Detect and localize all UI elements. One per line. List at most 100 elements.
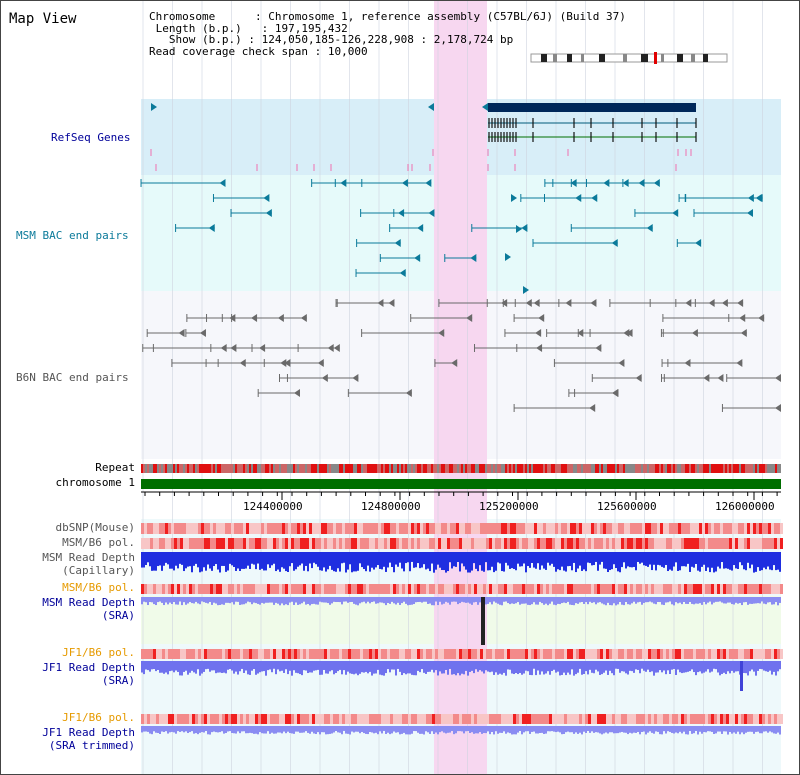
read-depth-bar xyxy=(349,552,351,565)
read-depth-bar xyxy=(291,726,293,734)
read-depth-bar xyxy=(319,597,321,602)
heat-cell xyxy=(684,714,687,724)
read-depth-bar xyxy=(337,661,339,672)
read-depth-bar xyxy=(239,552,241,571)
heat-cell xyxy=(663,584,666,594)
read-depth-bar xyxy=(623,726,625,733)
jf1-depth-sra-label[interactable]: JF1 Read Depth xyxy=(42,661,135,674)
read-depth-bar xyxy=(433,552,435,573)
read-depth-bar xyxy=(339,597,341,603)
heat-cell xyxy=(150,714,153,724)
read-depth-bar xyxy=(565,552,567,572)
heat-cell xyxy=(174,714,177,724)
msm-bac-label[interactable]: MSM BAC end pairs xyxy=(16,229,129,242)
heat-cell xyxy=(342,538,345,549)
read-depth-bar xyxy=(565,726,567,733)
heat-cell xyxy=(531,523,534,534)
read-depth-bar xyxy=(419,597,421,602)
read-depth-bar xyxy=(313,552,315,563)
repeat-block xyxy=(503,464,505,473)
repeat-block xyxy=(325,464,327,473)
read-depth-bar xyxy=(493,552,495,573)
heat-cell xyxy=(576,523,579,534)
read-depth-bar xyxy=(223,726,225,734)
heat-cell xyxy=(330,538,333,549)
read-depth-bar xyxy=(417,597,419,603)
read-depth-bar xyxy=(653,726,655,734)
heat-cell xyxy=(471,538,474,549)
heat-cell xyxy=(417,538,420,549)
heat-cell xyxy=(597,523,600,534)
read-depth-bar xyxy=(313,597,315,604)
read-depth-bar xyxy=(557,552,559,570)
jf1-b6-pol-label-2[interactable]: JF1/B6 pol. xyxy=(62,711,135,724)
msm-depth-sra-label[interactable]: MSM Read Depth xyxy=(42,596,135,609)
read-depth-bar xyxy=(659,726,661,735)
heat-cell xyxy=(648,584,651,594)
read-depth-bar xyxy=(143,552,145,568)
msm-depth-capillary-label[interactable]: MSM Read Depth xyxy=(42,551,135,564)
read-depth-bar xyxy=(475,597,477,602)
heat-cell xyxy=(351,649,354,659)
heat-cell xyxy=(435,649,438,659)
read-depth-bar xyxy=(493,726,495,735)
msm-b6-pol-label-1[interactable]: MSM/B6 pol. xyxy=(62,536,135,549)
repeat-block xyxy=(473,464,475,473)
read-depth-bar xyxy=(383,726,385,731)
read-depth-bar xyxy=(405,726,407,735)
read-depth-bar xyxy=(437,552,439,565)
read-depth-bar xyxy=(313,661,315,671)
axis-tick-label: 124400000 xyxy=(243,500,303,513)
read-depth-bar xyxy=(621,661,623,672)
heat-cell xyxy=(729,584,732,594)
read-depth-bar xyxy=(305,552,307,566)
repeat-block xyxy=(713,464,715,473)
repeat-block xyxy=(553,464,555,473)
heat-cell xyxy=(195,714,198,724)
heat-cell xyxy=(201,523,204,534)
refseq-genes-label[interactable]: RefSeq Genes xyxy=(51,131,131,144)
repeat-block xyxy=(675,464,677,473)
heat-cell xyxy=(228,649,231,659)
repeat-block xyxy=(313,464,315,473)
heat-cell xyxy=(696,714,699,724)
read-depth-bar xyxy=(725,726,727,732)
read-depth-bar xyxy=(449,726,451,733)
read-depth-bar xyxy=(371,661,373,676)
heat-cell xyxy=(444,584,447,594)
length-value: 197,195,432 xyxy=(274,21,348,35)
b6n-bac-pair-arrow xyxy=(327,344,334,352)
jf1-b6-pol-label-1[interactable]: JF1/B6 pol. xyxy=(62,646,135,659)
heat-cell xyxy=(483,649,486,659)
read-depth-bar xyxy=(195,661,197,674)
read-depth-bar xyxy=(453,726,455,735)
read-depth-bar xyxy=(521,552,523,567)
read-depth-bar xyxy=(237,726,239,732)
b6n-bac-label[interactable]: B6N BAC end pairs xyxy=(16,371,129,384)
read-depth-bar xyxy=(405,552,407,564)
msm-bac-pair-arrow xyxy=(219,179,226,187)
read-depth-bar xyxy=(317,726,319,733)
heat-cell xyxy=(228,584,231,594)
read-depth-bar xyxy=(775,726,777,734)
read-depth-bar xyxy=(545,597,547,604)
heat-cell xyxy=(144,523,147,534)
read-depth-bar xyxy=(425,597,427,602)
heat-cell xyxy=(366,523,369,534)
heat-cell xyxy=(309,649,312,659)
chromosome-ideogram xyxy=(530,53,728,63)
dbsnp-label[interactable]: dbSNP(Mouse) xyxy=(55,521,135,534)
heat-cell xyxy=(369,538,372,549)
heat-cell xyxy=(531,649,534,659)
msm-b6-pol-label-2[interactable]: MSM/B6 pol. xyxy=(62,581,135,594)
ideogram-band xyxy=(553,54,557,62)
read-depth-bar xyxy=(569,726,571,733)
jf1-depth-trimmed-label[interactable]: JF1 Read Depth xyxy=(42,726,135,739)
read-depth-bar xyxy=(541,552,543,566)
read-depth-bar xyxy=(431,726,433,732)
heat-cell xyxy=(777,538,780,549)
read-depth-bar xyxy=(353,552,355,572)
read-depth-bar xyxy=(307,597,309,604)
read-depth-bar xyxy=(247,597,249,602)
